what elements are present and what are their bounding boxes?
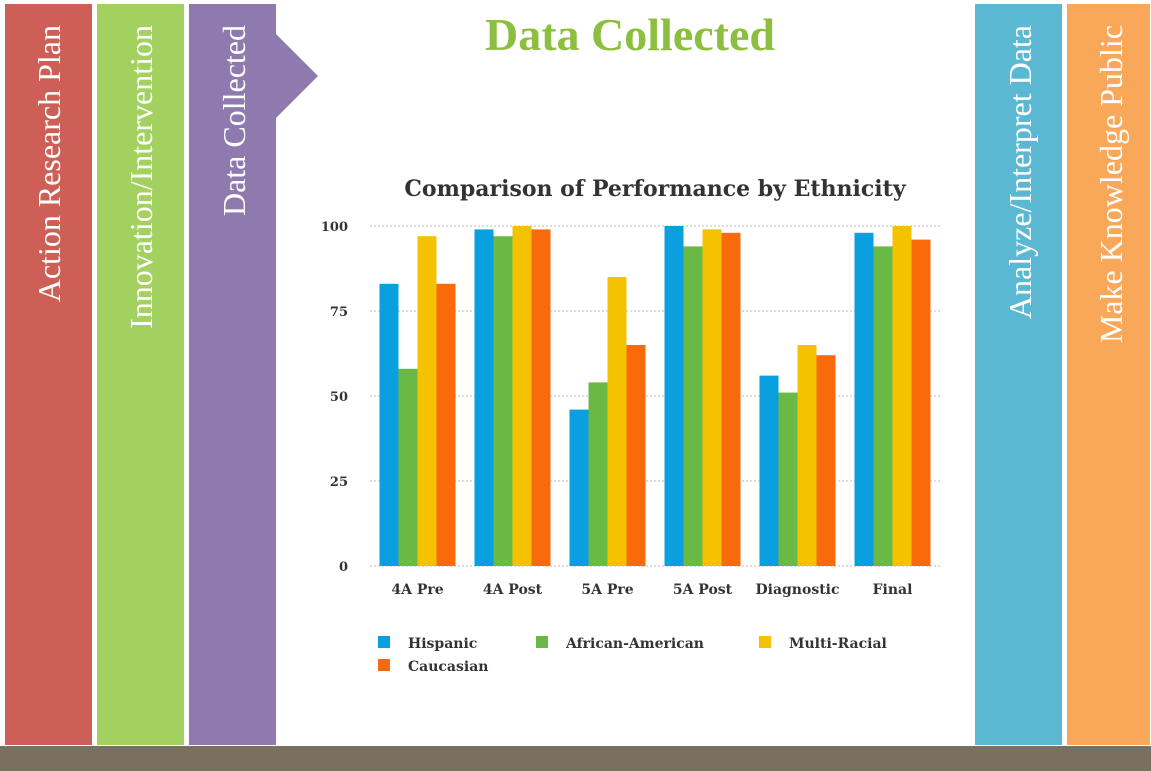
tab-bar: [975, 4, 1062, 745]
bar: [512, 226, 532, 566]
bar: [759, 375, 779, 566]
tab-label: Innovation/Intervention: [123, 25, 159, 329]
legend-label: African-American: [565, 636, 704, 652]
bar: [398, 368, 418, 566]
bar: [721, 232, 741, 567]
legend-swatch: [378, 636, 390, 648]
tab-bar: [5, 4, 92, 745]
bar: [588, 382, 608, 566]
bar: [531, 229, 551, 566]
x-tick-label: 4A Post: [483, 582, 543, 598]
y-tick-label: 75: [330, 305, 348, 320]
x-tick-label: 4A Pre: [391, 582, 443, 598]
bar: [702, 229, 722, 566]
tab-label: Action Research Plan: [31, 25, 67, 302]
x-tick-label: Final: [873, 582, 913, 598]
legend-swatch: [536, 636, 548, 648]
legend-label: Hispanic: [408, 636, 477, 652]
tab-label: Data Collected: [216, 25, 252, 216]
tab-bar: [1067, 4, 1150, 745]
x-tick-label: 5A Post: [673, 582, 733, 598]
y-tick-label: 25: [330, 475, 348, 490]
x-tick-label: Diagnostic: [755, 582, 839, 598]
bar: [569, 409, 589, 566]
legend-swatch: [759, 636, 771, 648]
bar: [436, 283, 456, 566]
slide-title: Data Collected: [485, 9, 775, 60]
y-tick-label: 50: [330, 390, 348, 405]
legend-label: Multi-Racial: [789, 636, 887, 652]
bar: [683, 246, 703, 566]
footer-bar: [0, 746, 1151, 771]
bar: [493, 236, 513, 566]
bar: [417, 236, 437, 566]
bar: [778, 392, 798, 566]
legend-swatch: [378, 659, 390, 671]
bar: [626, 345, 646, 566]
legend-label: Caucasian: [408, 659, 488, 675]
tab-bar: [97, 4, 184, 745]
bar: [474, 229, 494, 566]
bar: [873, 246, 893, 566]
bar: [607, 277, 627, 566]
tab-bar-arrow: [189, 4, 318, 745]
y-tick-label: 100: [321, 220, 348, 235]
bar: [664, 226, 684, 566]
bar: [816, 355, 836, 566]
x-tick-label: 5A Pre: [581, 582, 633, 598]
bar: [892, 226, 912, 566]
bar: [854, 232, 874, 567]
y-tick-label: 0: [339, 560, 348, 575]
chart-title: Comparison of Performance by Ethnicity: [404, 176, 906, 202]
bar: [379, 283, 399, 566]
tab-label: Make Knowledge Public: [1093, 25, 1129, 343]
tab-label: Analyze/Interpret Data: [1002, 25, 1038, 319]
bar: [911, 239, 931, 566]
bar: [797, 345, 817, 566]
